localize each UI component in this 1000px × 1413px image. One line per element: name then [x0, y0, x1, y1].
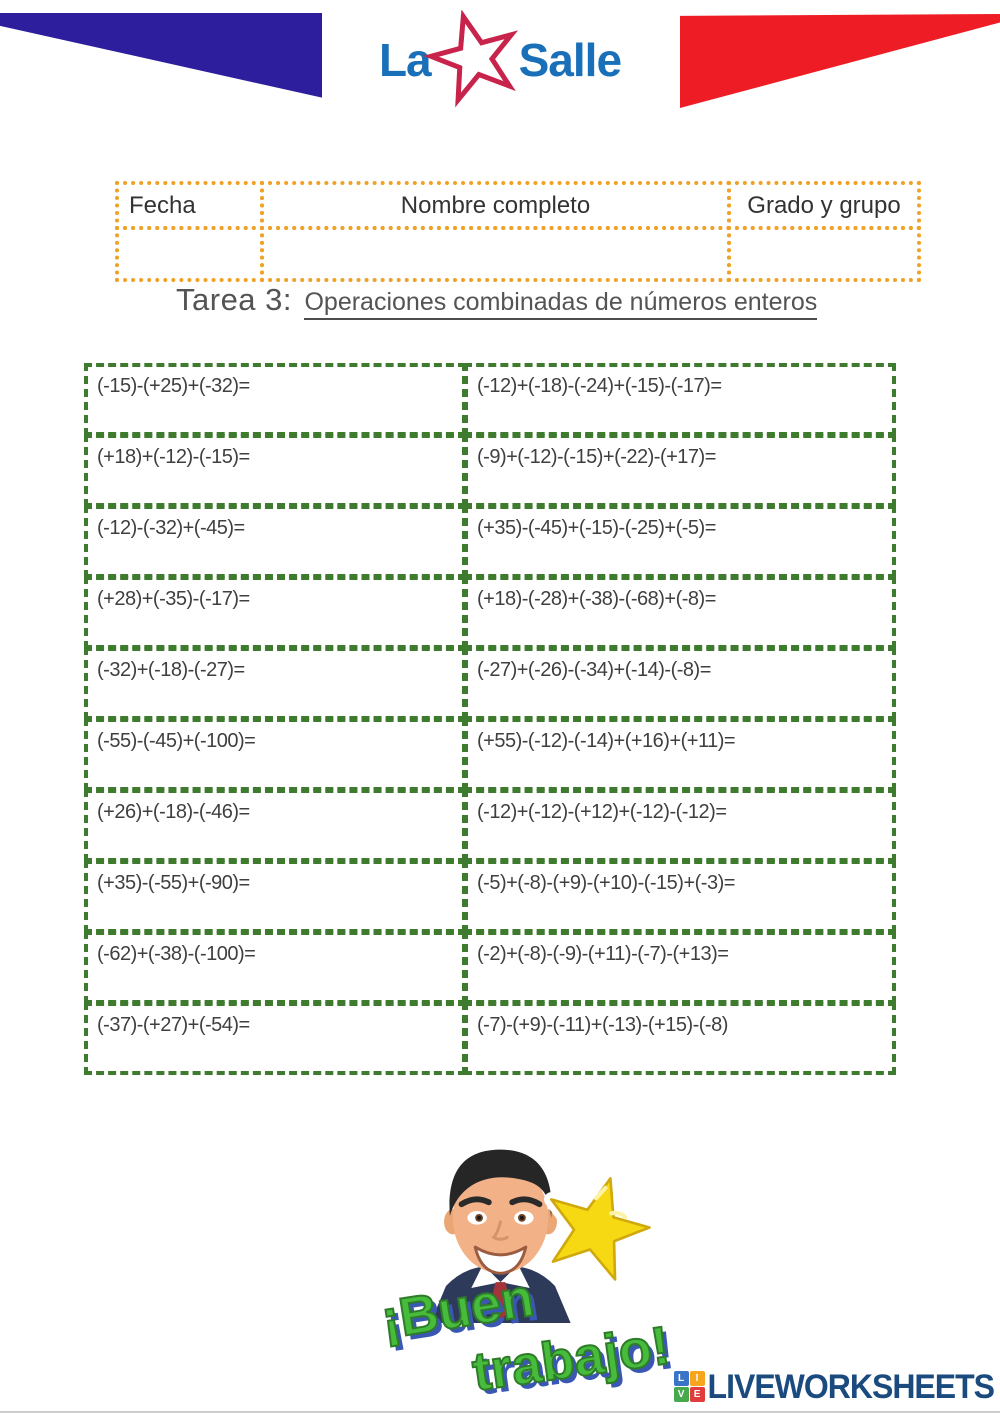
- lasalle-star-icon: [422, 10, 518, 108]
- exercise-cell[interactable]: (-12)+(-12)-(+12)+(-12)-(-12)=: [464, 789, 896, 862]
- teacher-avatar: [430, 1149, 571, 1323]
- exercise-cell[interactable]: (+18)+(-12)-(-15)=: [84, 434, 466, 507]
- exercise-cell[interactable]: (-2)+(-8)-(-9)-(+11)-(-7)-(+13)=: [464, 931, 896, 1004]
- info-value-fecha[interactable]: [115, 226, 264, 282]
- exercise-cell[interactable]: (-32)+(-18)-(-27)=: [84, 647, 466, 720]
- exercise-cell[interactable]: (-12)+(-18)-(-24)+(-15)-(-17)=: [464, 363, 896, 436]
- exercise-cell[interactable]: (-5)+(-8)-(+9)-(+10)-(-15)+(-3)=: [464, 860, 896, 933]
- task-title-prefix: Tarea 3:: [176, 282, 293, 317]
- exercise-cell[interactable]: (-27)+(-26)-(-34)+(-14)-(-8)=: [464, 647, 896, 720]
- task-title-subtitle: Operaciones combinadas de números entero…: [304, 288, 818, 320]
- info-value-grado[interactable]: [727, 226, 921, 282]
- exercise-grid: (-15)-(+25)+(-32)= (-12)+(-18)-(-24)+(-1…: [84, 363, 896, 1075]
- liveworksheets-tiles-icon: L I V E: [673, 1371, 705, 1402]
- exercise-cell[interactable]: (+26)+(-18)-(-46)=: [84, 789, 466, 862]
- task-title: Tarea 3: Operaciones combinadas de númer…: [176, 282, 818, 320]
- info-header-grado: Grado y grupo: [727, 181, 921, 230]
- lw-tile-e: E: [689, 1387, 705, 1402]
- info-value-nombre[interactable]: [260, 226, 731, 282]
- lw-tile-i: I: [689, 1371, 705, 1386]
- exercise-cell[interactable]: (+28)+(-35)-(-17)=: [84, 576, 466, 649]
- page-bottom-edge: [0, 1411, 1000, 1413]
- info-header-nombre: Nombre completo: [260, 181, 731, 230]
- liveworksheets-logo: L I V E LIVEWORKSHEETS: [673, 1366, 995, 1406]
- lw-tile-v: V: [673, 1387, 689, 1402]
- exercise-cell[interactable]: (-62)+(-38)-(-100)=: [84, 931, 466, 1004]
- exercise-cell[interactable]: (+35)-(-55)+(-90)=: [84, 860, 466, 933]
- lasalle-logo: La Salle: [0, 8, 1000, 112]
- exercise-cell[interactable]: (+35)-(-45)+(-15)-(-25)+(-5)=: [464, 505, 896, 578]
- exercise-cell[interactable]: (-12)-(-32)+(-45)=: [84, 505, 466, 578]
- exercise-cell[interactable]: (-37)-(+27)+(-54)=: [84, 1002, 466, 1075]
- exercise-cell[interactable]: (+18)-(-28)+(-38)-(-68)+(-8)=: [464, 576, 896, 649]
- exercise-cell[interactable]: (-7)-(+9)-(-11)+(-13)-(+15)-(-8): [464, 1002, 896, 1075]
- logo-word-salle: Salle: [518, 34, 622, 86]
- exercise-cell[interactable]: (-9)+(-12)-(-15)+(-22)-(+17)=: [464, 434, 896, 507]
- lw-tile-l: L: [673, 1371, 689, 1386]
- exercise-cell[interactable]: (-15)-(+25)+(-32)=: [84, 363, 466, 436]
- student-info-table: Fecha Nombre completo Grado y grupo: [115, 181, 921, 282]
- exercise-cell[interactable]: (+55)-(-12)-(-14)+(+16)+(+11)=: [464, 718, 896, 791]
- info-header-fecha: Fecha: [115, 181, 264, 230]
- liveworksheets-wordmark: LIVEWORKSHEETS: [707, 1366, 995, 1406]
- exercise-cell[interactable]: (-55)-(-45)+(-100)=: [84, 718, 466, 791]
- star-sticker: [544, 1171, 657, 1287]
- logo-word-la: La: [378, 34, 432, 86]
